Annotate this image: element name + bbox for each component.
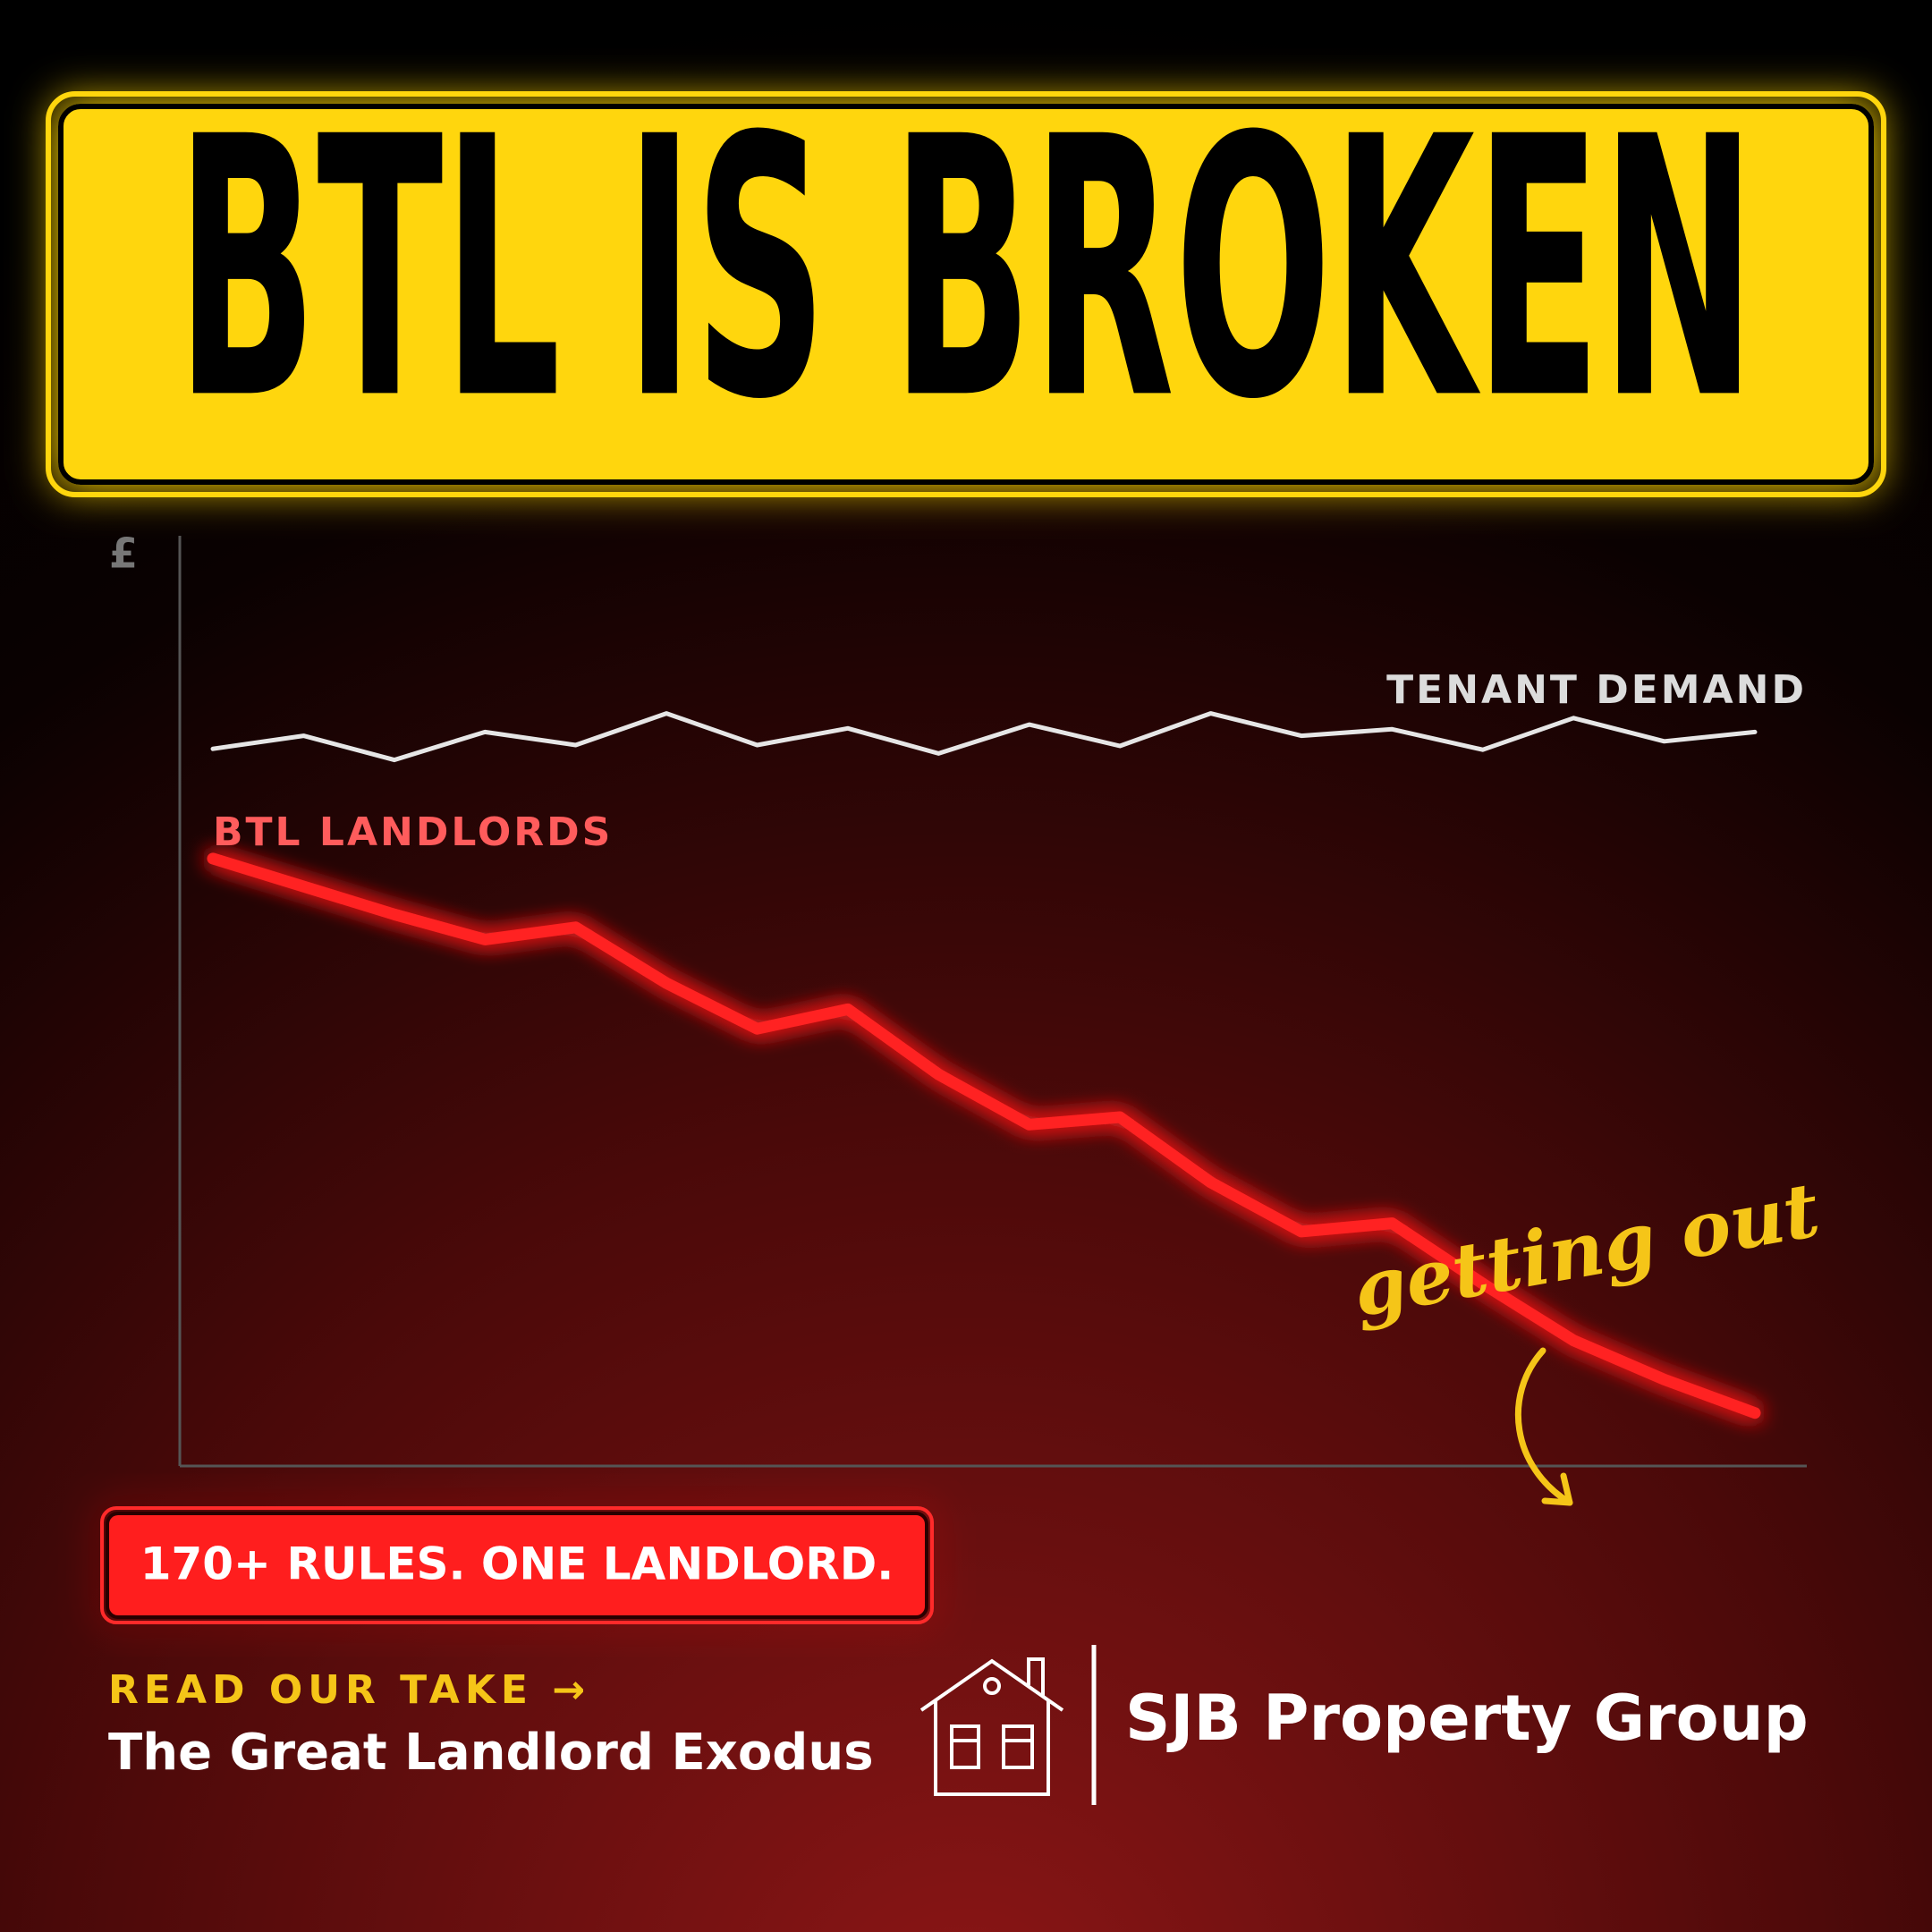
- legend-label: TENANT DEMAND: [1386, 667, 1807, 713]
- title: BTL IS BROKEN: [176, 62, 1756, 478]
- title-box: [46, 91, 1886, 497]
- line-series: [210, 711, 1758, 763]
- legend-label: BTL LANDLORDS: [213, 809, 613, 855]
- house-icon: [919, 1657, 1064, 1796]
- annotation-arrow: [1514, 1347, 1573, 1506]
- line-series: [207, 852, 1761, 1419]
- link-title[interactable]: The Great Landlord Exodus: [108, 1724, 874, 1782]
- brand: SJB Property Group: [1125, 1682, 1809, 1755]
- badge-text: 170+ RULES. ONE LANDLORD.: [140, 1538, 894, 1590]
- badge: [100, 1506, 934, 1624]
- link-label[interactable]: READ OUR TAKE →: [108, 1667, 590, 1713]
- y-axis-label: £: [109, 530, 138, 578]
